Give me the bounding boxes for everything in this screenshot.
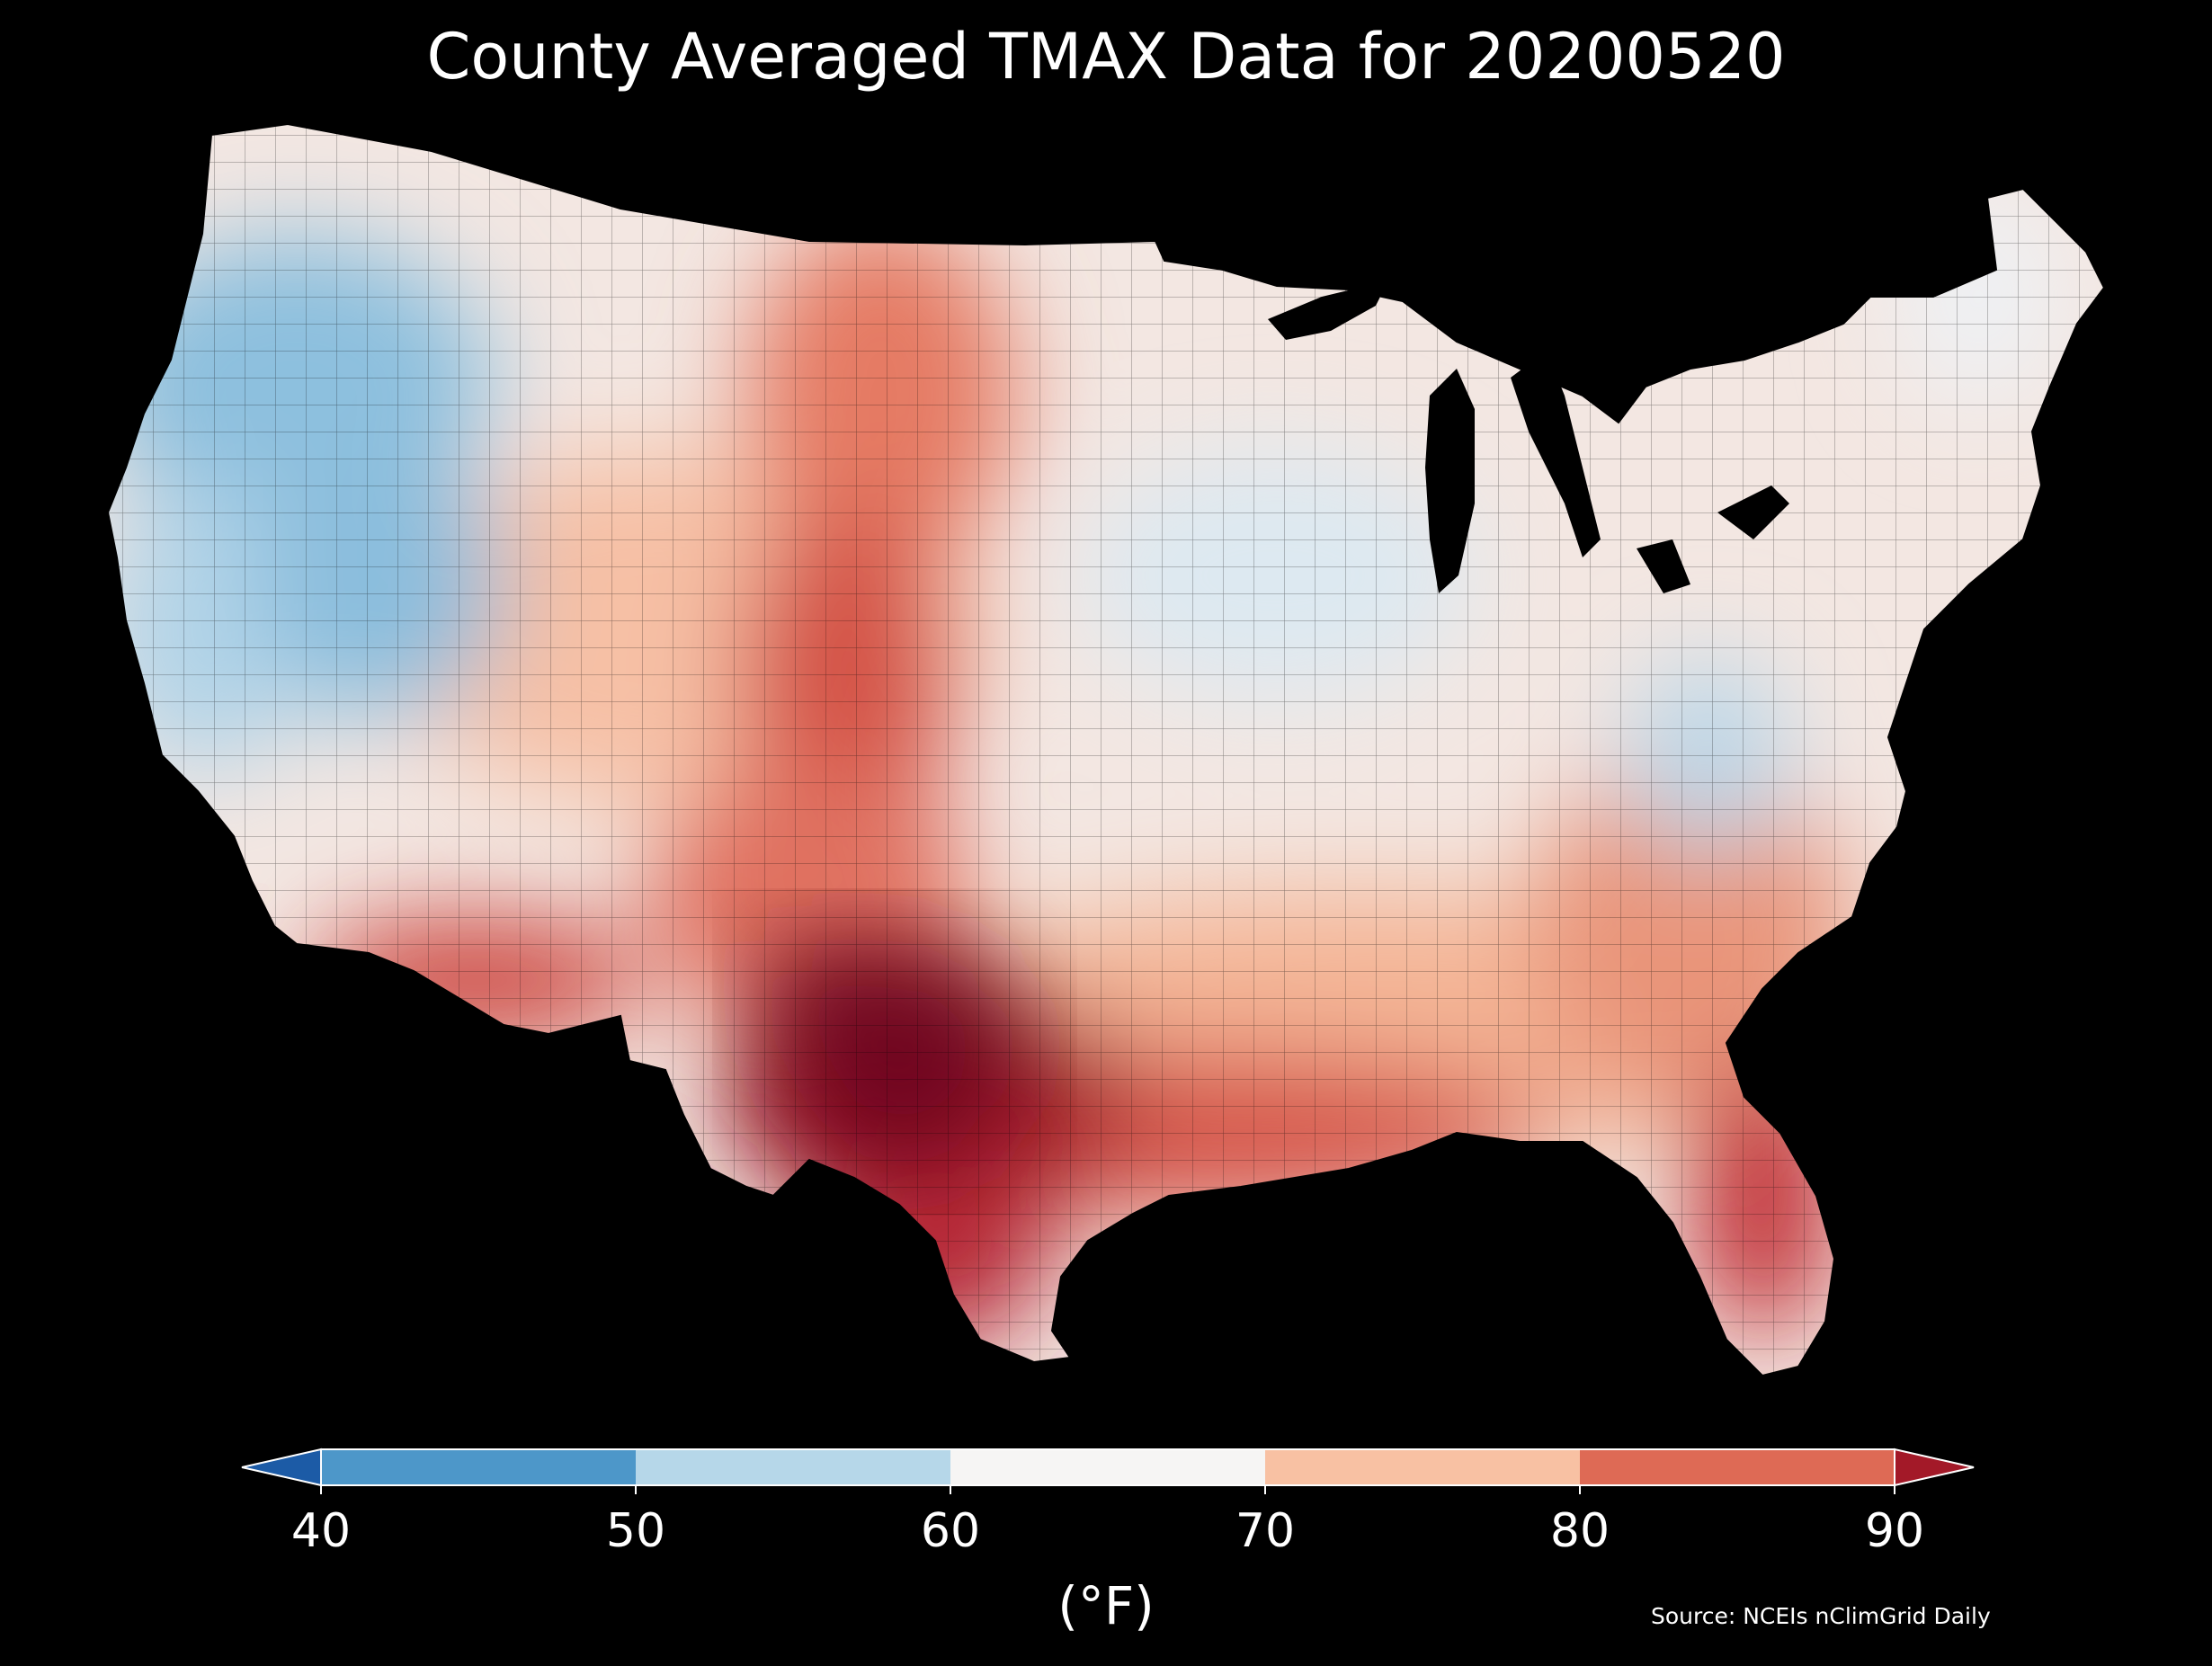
colorbar-tick-label: 50 xyxy=(606,1504,665,1558)
colorbar-tick-label: 80 xyxy=(1550,1504,1610,1558)
source-note: Source: NCEIs nClimGrid Daily xyxy=(1651,1603,1991,1629)
colorbar-tick-label: 90 xyxy=(1865,1504,1924,1558)
colorbar-bin-70-80 xyxy=(1265,1449,1580,1485)
colorbar-bin-60-70 xyxy=(950,1449,1265,1485)
colorbar-tick-label: 60 xyxy=(921,1504,980,1558)
colorbar-extend-high xyxy=(1894,1448,1975,1487)
colorbar: 40 50 60 70 80 90 xyxy=(241,1448,1975,1558)
colorbar-bin-80-90 xyxy=(1580,1449,1895,1485)
colorbar-bin-40-50 xyxy=(321,1449,636,1485)
colorbar-extend-low xyxy=(241,1448,322,1487)
county-map xyxy=(106,122,2106,1377)
colorbar-tick-label: 70 xyxy=(1235,1504,1295,1558)
colorbar-bin-50-60 xyxy=(636,1449,950,1485)
colorbar-tick-label: 40 xyxy=(291,1504,351,1558)
great-lakes xyxy=(1268,270,1789,593)
map-title: County Averaged TMAX Data for 20200520 xyxy=(426,20,1786,94)
colorbar-outline xyxy=(320,1448,1895,1486)
colorbar-unit-label: (°F) xyxy=(1057,1575,1155,1636)
